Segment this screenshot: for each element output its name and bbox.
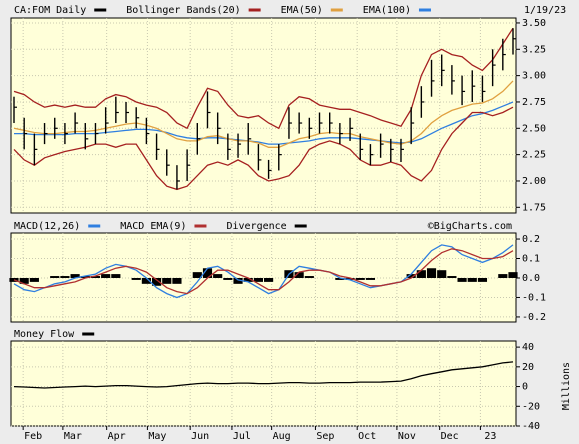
x-tick-label: May bbox=[148, 431, 166, 442]
y-axis-label: Millions bbox=[561, 362, 572, 410]
divergence-bar bbox=[335, 277, 345, 280]
divergence-bar bbox=[264, 277, 274, 282]
divergence-bar bbox=[233, 277, 243, 284]
y-tick-label: 2.75 bbox=[522, 97, 546, 108]
legend-label: MACD EMA(9) bbox=[120, 221, 186, 232]
legend-label: Money Flow bbox=[14, 329, 75, 340]
divergence-bar bbox=[192, 272, 202, 278]
divergence-bar bbox=[223, 277, 233, 280]
divergence-bar bbox=[498, 274, 508, 278]
x-tick-label: Aug bbox=[273, 431, 291, 442]
x-tick-label: Sep bbox=[316, 431, 334, 442]
divergence-bar bbox=[19, 277, 29, 284]
legend-label: EMA(50) bbox=[281, 5, 323, 16]
divergence-bar bbox=[162, 277, 172, 284]
legend-label: MACD(12,26) bbox=[14, 221, 80, 232]
y-tick-label: 20 bbox=[522, 362, 534, 373]
divergence-bar bbox=[406, 274, 416, 278]
y-tick-label: 40 bbox=[522, 342, 534, 353]
x-tick-label: Jul bbox=[233, 431, 251, 442]
y-tick-label: 3.25 bbox=[522, 44, 546, 55]
divergence-bar bbox=[416, 270, 426, 278]
y-tick-label: 0.2 bbox=[522, 234, 540, 245]
x-tick-label: Oct bbox=[358, 431, 376, 442]
y-tick-label: 1.75 bbox=[522, 202, 546, 213]
series-line bbox=[13, 80, 514, 148]
x-tick-label: Apr bbox=[108, 431, 126, 442]
legend-label: Bollinger Bands(20) bbox=[126, 5, 240, 16]
y-tick-label: -0.1 bbox=[522, 292, 546, 303]
divergence-bar bbox=[304, 276, 314, 278]
y-tick-label: 2.25 bbox=[522, 150, 546, 161]
x-tick-label: Feb bbox=[24, 431, 42, 442]
x-tick-label: Mar bbox=[64, 431, 82, 442]
divergence-bar bbox=[508, 272, 518, 278]
x-tick-label: Dec bbox=[441, 431, 459, 442]
divergence-bar bbox=[80, 276, 90, 278]
y-tick-label: 2.50 bbox=[522, 123, 546, 134]
divergence-bar bbox=[365, 277, 376, 280]
divergence-bar bbox=[437, 270, 447, 278]
y-tick-label: 3.50 bbox=[522, 18, 546, 29]
divergence-bar bbox=[111, 274, 121, 278]
divergence-bar bbox=[253, 277, 263, 282]
y-tick-label: 0.0 bbox=[522, 273, 540, 284]
legend-label: EMA(100) bbox=[363, 5, 411, 16]
series-line bbox=[13, 27, 514, 130]
divergence-bar bbox=[70, 274, 80, 278]
divergence-bar bbox=[90, 276, 101, 278]
legend-label: Divergence bbox=[226, 221, 286, 232]
divergence-bar bbox=[50, 276, 60, 278]
x-tick-label: Jun bbox=[191, 431, 209, 442]
divergence-bar bbox=[243, 277, 253, 282]
series-line bbox=[13, 361, 514, 389]
y-tick-label: 2.00 bbox=[522, 176, 546, 187]
divergence-bar bbox=[101, 274, 111, 278]
chart-date: 1/19/23 bbox=[524, 5, 566, 16]
y-tick-label: 0 bbox=[522, 382, 528, 393]
divergence-bar bbox=[426, 268, 437, 278]
divergence-bar bbox=[447, 276, 457, 278]
y-tick-label: 3.00 bbox=[522, 71, 546, 82]
series-line bbox=[13, 248, 514, 295]
x-tick-label: 23 bbox=[484, 431, 496, 442]
divergence-bar bbox=[467, 277, 477, 282]
divergence-bar bbox=[202, 268, 213, 278]
series-line bbox=[13, 244, 514, 299]
y-tick-label: -20 bbox=[522, 401, 540, 412]
divergence-bar bbox=[345, 277, 355, 280]
legend-label: CA:FOM Daily bbox=[14, 5, 86, 16]
divergence-bar bbox=[131, 277, 141, 280]
series-line bbox=[13, 106, 514, 191]
x-tick-label: Nov bbox=[398, 431, 416, 442]
divergence-bar bbox=[29, 277, 39, 282]
plot-area bbox=[10, 17, 517, 214]
divergence-bar bbox=[477, 277, 488, 282]
divergence-bar bbox=[457, 277, 467, 282]
divergence-bar bbox=[151, 277, 162, 286]
y-tick-label: 0.1 bbox=[522, 254, 540, 265]
divergence-bar bbox=[294, 272, 304, 278]
divergence-bar bbox=[213, 274, 223, 278]
y-tick-label: -0.2 bbox=[522, 312, 546, 323]
divergence-bar bbox=[60, 276, 70, 278]
divergence-bar bbox=[355, 277, 365, 280]
divergence-bar bbox=[141, 277, 151, 284]
copyright: ©BigCharts.com bbox=[428, 221, 512, 232]
divergence-bar bbox=[172, 277, 182, 284]
y-tick-label: -40 bbox=[522, 421, 540, 432]
